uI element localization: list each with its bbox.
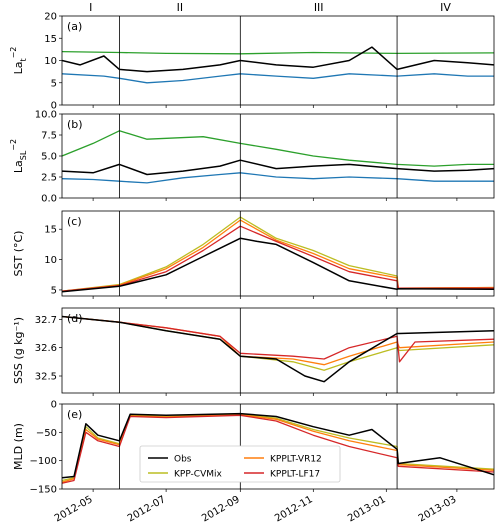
series-line bbox=[62, 315, 494, 363]
series-line bbox=[62, 315, 494, 371]
y-tick-label: 20 bbox=[44, 12, 57, 23]
x-tick-label: 2012-11 bbox=[273, 494, 315, 523]
y-axis-label: Lat−2 bbox=[9, 47, 28, 75]
y-axis-label: MLD (m) bbox=[12, 423, 25, 470]
axes-frame bbox=[61, 403, 495, 490]
y-tick-label: 15 bbox=[44, 34, 57, 45]
panel: 5 10 15 (c) SST (°C) bbox=[12, 210, 495, 299]
y-tick-label: −150 bbox=[30, 485, 57, 496]
series-line bbox=[62, 130, 494, 167]
panel-label: (b) bbox=[67, 118, 83, 131]
panel-label: (c) bbox=[67, 215, 82, 228]
x-tick-label: 2013-03 bbox=[417, 494, 459, 523]
panel: 32.5 32.6 32.7 (d) SSS (g kg⁻¹) bbox=[12, 307, 495, 396]
series-line bbox=[62, 414, 494, 484]
y-tick-label: 0 bbox=[51, 101, 57, 112]
y-axis-label: SST (°C) bbox=[12, 231, 25, 277]
y-axis-label: SSS (g kg⁻¹) bbox=[12, 317, 25, 384]
y-tick-label: 5 bbox=[51, 78, 57, 89]
series-line bbox=[62, 46, 494, 73]
y-tick-label: 7.5 bbox=[41, 131, 57, 142]
series-line bbox=[62, 315, 494, 383]
series-line bbox=[62, 219, 494, 292]
panel: 0.0 2.5 5.0 7.5 10.0 (b) LaSL−2 bbox=[9, 110, 495, 205]
panel: 0 5 10 15 20 (a) Lat−2 bbox=[9, 12, 495, 112]
series-line bbox=[62, 50, 494, 55]
legend-label: Obs bbox=[174, 455, 192, 465]
series-line bbox=[62, 159, 494, 176]
period-label: III bbox=[314, 1, 324, 14]
y-axis-label: LaSL−2 bbox=[9, 139, 28, 173]
x-tick-label: 2012-05 bbox=[53, 494, 95, 523]
series-line bbox=[62, 225, 494, 292]
x-tick-label: 2013-01 bbox=[346, 494, 388, 523]
y-tick-label: 5.0 bbox=[41, 152, 57, 163]
legend: Obs KPP-CVMix KPPLT-VR12 KPPLT-LF17 bbox=[139, 445, 341, 483]
y-tick-label: 2.5 bbox=[41, 173, 57, 184]
panel: −150 −100 −50 0 (e) MLD (m) bbox=[12, 400, 495, 496]
x-tick-label: 2012-07 bbox=[126, 494, 168, 523]
panel-label: (a) bbox=[67, 20, 82, 33]
y-tick-label: −50 bbox=[36, 428, 57, 439]
series-line bbox=[62, 172, 494, 184]
y-tick-label: 10.0 bbox=[35, 110, 57, 121]
series-line bbox=[62, 216, 494, 292]
y-tick-label: 5 bbox=[51, 285, 57, 296]
axes-frame bbox=[61, 113, 495, 199]
legend-label: KPP-CVMix bbox=[174, 470, 223, 480]
y-tick-label: 10 bbox=[44, 56, 57, 67]
y-tick-label: 0.0 bbox=[41, 194, 57, 205]
period-label: I bbox=[89, 1, 92, 14]
y-tick-label: 10 bbox=[44, 255, 57, 266]
axes-frame bbox=[61, 307, 495, 394]
series-line bbox=[62, 73, 494, 84]
series-line bbox=[62, 237, 494, 293]
y-tick-label: 32.7 bbox=[35, 315, 57, 326]
y-tick-label: 15 bbox=[44, 225, 57, 236]
y-tick-label: 32.6 bbox=[35, 343, 57, 354]
series-line bbox=[62, 412, 494, 479]
panel-label: (e) bbox=[67, 408, 82, 421]
axes-frame bbox=[61, 15, 495, 106]
panel-label: (d) bbox=[67, 312, 83, 325]
legend-label: KPPLT-LF17 bbox=[270, 470, 320, 480]
y-tick-label: 0 bbox=[51, 400, 57, 411]
y-tick-label: −100 bbox=[30, 456, 57, 467]
period-label: IV bbox=[440, 1, 451, 14]
y-tick-label: 32.5 bbox=[35, 372, 57, 383]
legend-label: KPPLT-VR12 bbox=[270, 455, 322, 465]
period-label: II bbox=[177, 1, 184, 14]
x-tick-label: 2012-09 bbox=[200, 494, 242, 523]
axes-frame bbox=[61, 210, 495, 297]
